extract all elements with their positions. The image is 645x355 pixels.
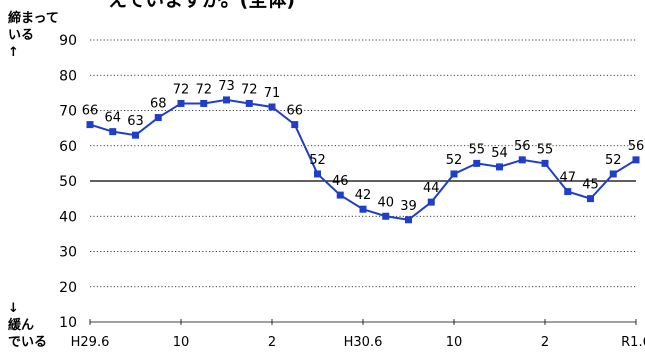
data-point — [245, 99, 253, 107]
data-point — [450, 170, 458, 178]
data-point — [223, 96, 230, 104]
data-label: 72 — [241, 82, 258, 97]
data-label: 56 — [628, 139, 645, 154]
data-label: 63 — [127, 114, 144, 129]
y-tick-label: 40 — [59, 209, 77, 225]
y-tick-label: 50 — [59, 174, 77, 190]
x-tick-label: 10 — [173, 335, 190, 350]
data-point — [587, 195, 594, 203]
data-label: 56 — [514, 139, 531, 154]
x-tick-label: H29.6 — [71, 335, 110, 350]
data-point — [314, 170, 321, 178]
data-point — [564, 188, 572, 196]
series-layer — [86, 96, 640, 224]
data-label: 72 — [195, 82, 212, 97]
data-label: 54 — [491, 146, 508, 161]
data-labels: 66 64 63 68 72 72 73 72 71 66 52 46 42 40 39 44 52 55 54 56… — [82, 79, 645, 214]
y-tick-label: 60 — [59, 139, 77, 155]
y-axis-side-label-line: ↑ — [8, 45, 19, 60]
data-label: 52 — [605, 153, 622, 168]
data-point — [427, 198, 435, 206]
data-point — [541, 159, 549, 167]
data-point — [473, 159, 481, 167]
x-tick-label: 2 — [268, 335, 276, 350]
data-point — [291, 121, 299, 129]
data-label: 47 — [559, 171, 576, 186]
x-tick-label: 2 — [541, 335, 549, 350]
data-point — [632, 156, 640, 164]
data-point — [496, 163, 503, 171]
data-point — [518, 156, 526, 164]
data-label: 55 — [537, 142, 554, 157]
data-label: 64 — [104, 111, 121, 126]
x-tick-label: R1.6 — [621, 335, 645, 350]
y-tick-label: 90 — [59, 33, 77, 49]
x-tick-label: H30.6 — [344, 335, 383, 350]
data-point — [268, 103, 276, 111]
y-axis-side-label-line: 緩ん — [8, 317, 34, 333]
data-label: 72 — [173, 82, 190, 97]
y-tick-label: 20 — [59, 280, 77, 296]
y-tick-label: 10 — [59, 315, 77, 331]
y-tick-label: 70 — [59, 104, 77, 120]
data-label: 66 — [82, 104, 99, 119]
data-point — [132, 131, 139, 139]
data-label: 55 — [468, 142, 485, 157]
data-label: 68 — [150, 97, 167, 112]
x-axis-ticks: H29.6 10 2 H30.6 10 2 R1.6 — [71, 319, 645, 350]
data-point — [200, 99, 208, 107]
y-tick-label: 30 — [59, 245, 77, 261]
data-point — [86, 121, 94, 129]
data-point — [609, 170, 617, 178]
data-point — [405, 216, 412, 224]
data-label: 66 — [286, 104, 303, 119]
data-point — [109, 128, 117, 136]
data-label: 39 — [400, 199, 417, 214]
data-label: 44 — [423, 181, 440, 196]
y-axis-ticks: 10 20 30 40 50 60 70 80 90 — [59, 33, 77, 331]
data-label: 52 — [309, 153, 326, 168]
chart-title: えていますか。(全体) — [108, 0, 295, 11]
data-label: 45 — [582, 178, 599, 193]
y-axis-side-label-line: いる — [8, 28, 34, 43]
data-point — [154, 114, 162, 122]
data-label: 40 — [377, 195, 394, 210]
x-tick-label: 10 — [446, 335, 463, 350]
y-tick-label: 80 — [59, 68, 77, 84]
data-point — [382, 212, 390, 220]
data-label: 73 — [218, 79, 235, 94]
y-axis-side-label-line: ↓ — [8, 301, 19, 316]
data-point — [177, 99, 185, 107]
y-axis-side-label-line: でいる — [8, 335, 47, 350]
data-label: 46 — [332, 174, 349, 189]
data-point — [336, 191, 344, 199]
y-axis-side-label-line: 締まって — [8, 10, 59, 26]
data-label: 71 — [264, 86, 281, 101]
data-label: 52 — [446, 153, 463, 168]
data-label: 42 — [355, 188, 372, 203]
data-point — [359, 205, 367, 213]
